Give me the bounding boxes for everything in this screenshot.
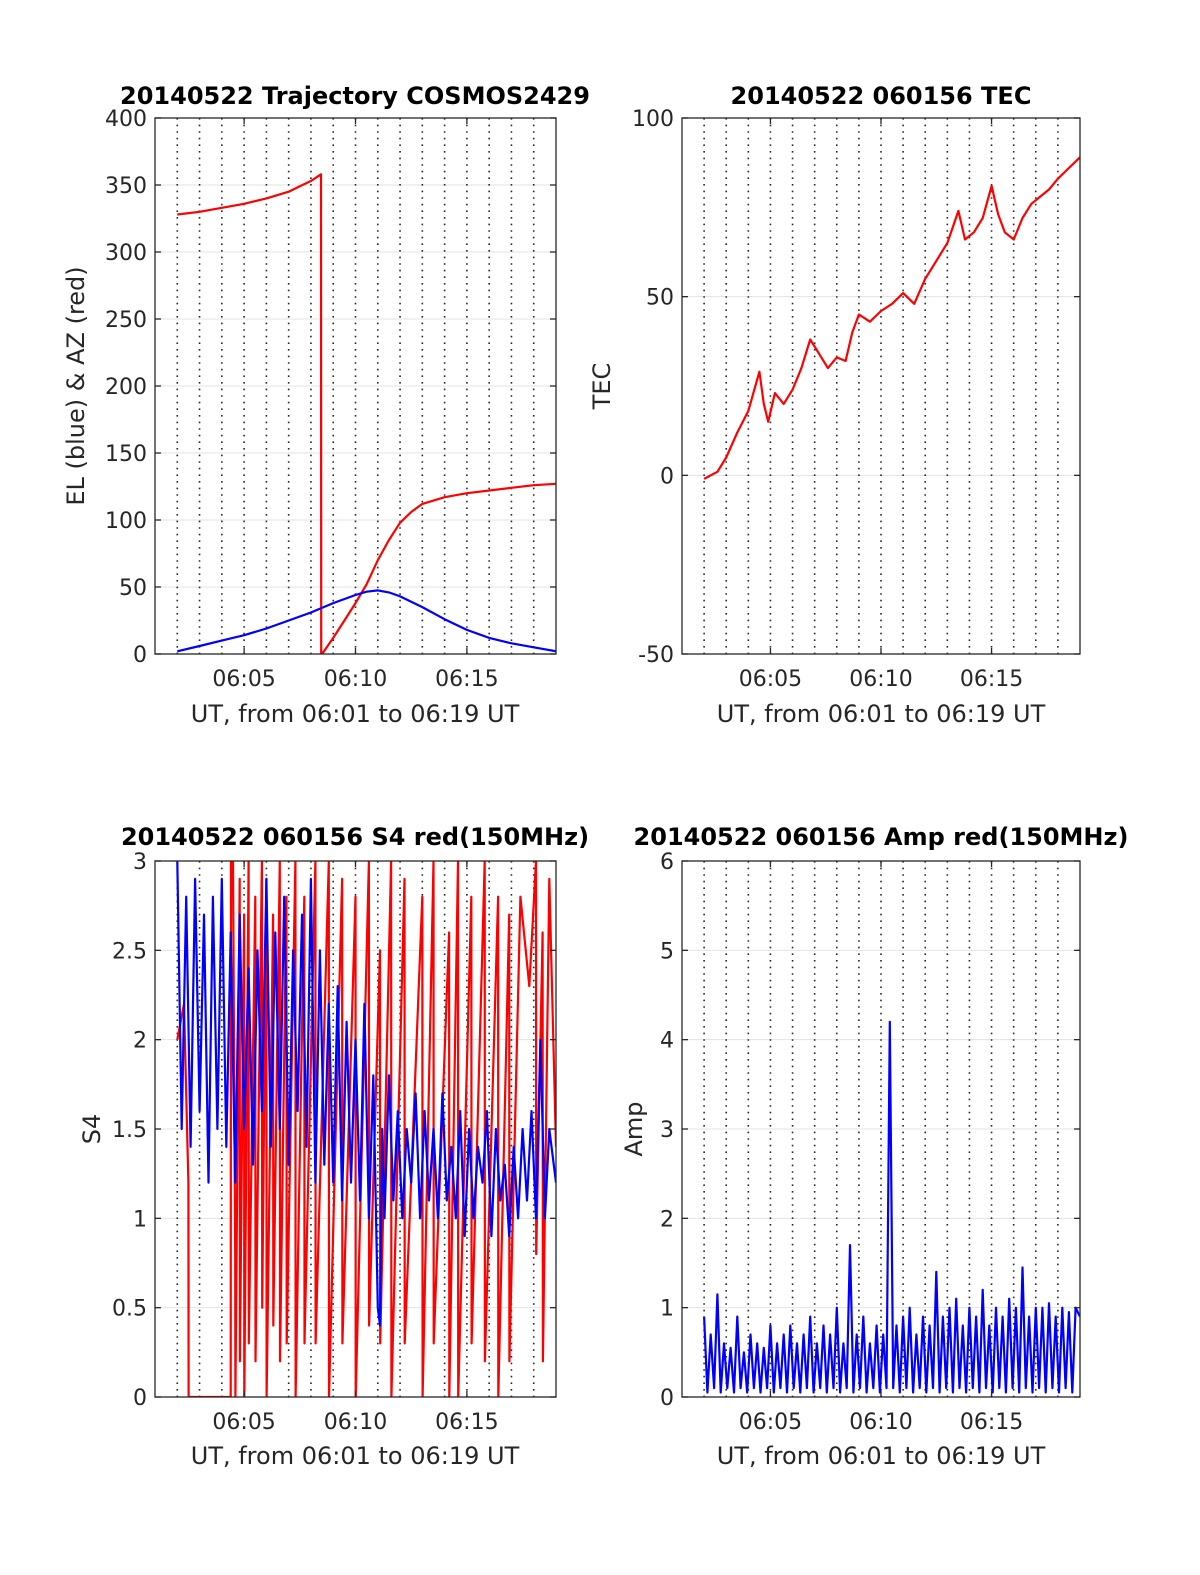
tec-ylabel: TEC [588,363,616,411]
tec-series-red-line [703,156,1080,480]
tec-ytick-label: 50 [646,286,674,311]
s4-panel: 20140522 060156 S4 red(150MHz) UT, from … [78,823,589,1470]
tec-xtick-label: 06:05 [739,667,802,692]
amp-ylabel: Amp [620,1101,648,1156]
s4-ytick-label: 1.5 [112,1118,147,1143]
tec-title: 20140522 060156 TEC [731,82,1032,110]
tec-panel: 20140522 060156 TEC UT, from 06:01 to 06… [588,82,1081,728]
trajectory-series-red-line [177,173,556,654]
s4-ytick-label: 1 [133,1207,147,1232]
tec-ytick-label: -50 [638,643,674,668]
amp-ytick-label: 1 [660,1297,674,1322]
amp-xtick-label: 06:10 [849,1410,912,1435]
trajectory-ytick-label: 50 [119,576,147,601]
trajectory-ytick-label: 200 [105,375,147,400]
trajectory-series-blue-line [177,589,556,653]
trajectory-xtick-label: 06:15 [435,667,498,692]
s4-ytick-label: 2.5 [112,939,147,964]
trajectory-ytick-label: 300 [105,241,147,266]
tec-ytick-label: 0 [660,464,674,489]
s4-ytick-label: 3 [133,850,147,875]
s4-series-blue-line [176,861,556,1327]
trajectory-ytick-label: 0 [133,643,147,668]
trajectory-xtick-label: 06:05 [212,667,275,692]
s4-ylabel: S4 [78,1114,106,1145]
trajectory-ylabel: EL (blue) & AZ (red) [62,266,90,505]
amp-series-blue-line [703,1020,1080,1394]
trajectory-title: 20140522 Trajectory COSMOS2429 [120,82,590,110]
amp-ytick-label: 4 [660,1029,674,1054]
s4-ytick-label: 2 [133,1029,147,1054]
trajectory-xtick-label: 06:10 [324,667,387,692]
amp-xtick-label: 06:05 [739,1410,802,1435]
amp-ytick-label: 6 [660,850,674,875]
trajectory-ytick-label: 350 [105,174,147,199]
s4-ytick-label: 0.5 [112,1297,147,1322]
tec-xtick-label: 06:15 [960,667,1023,692]
trajectory-ytick-label: 250 [105,308,147,333]
trajectory-ytick-label: 400 [105,107,147,132]
s4-ytick-label: 0 [133,1386,147,1411]
trajectory-xlabel: UT, from 06:01 to 06:19 UT [191,700,520,728]
tec-ytick-label: 100 [632,107,674,132]
amp-panel: 20140522 060156 Amp red(150MHz) UT, from… [620,823,1128,1470]
trajectory-panel: 20140522 Trajectory COSMOS2429 UT, from … [62,82,590,728]
tec-xlabel: UT, from 06:01 to 06:19 UT [717,700,1046,728]
trajectory-ytick-label: 150 [105,442,147,467]
amp-ytick-label: 5 [660,939,674,964]
s4-xlabel: UT, from 06:01 to 06:19 UT [191,1442,520,1470]
amp-ytick-label: 3 [660,1118,674,1143]
s4-series-red-line [176,861,556,1397]
trajectory-ytick-label: 100 [105,509,147,534]
s4-xtick-label: 06:15 [435,1410,498,1435]
s4-title: 20140522 060156 S4 red(150MHz) [121,823,589,851]
s4-xtick-label: 06:05 [212,1410,275,1435]
amp-title: 20140522 060156 Amp red(150MHz) [634,823,1129,851]
amp-xlabel: UT, from 06:01 to 06:19 UT [717,1442,1046,1470]
s4-xtick-label: 06:10 [324,1410,387,1435]
amp-ytick-label: 0 [660,1386,674,1411]
amp-xtick-label: 06:15 [960,1410,1023,1435]
amp-ytick-label: 2 [660,1207,674,1232]
tec-xtick-label: 06:10 [849,667,912,692]
